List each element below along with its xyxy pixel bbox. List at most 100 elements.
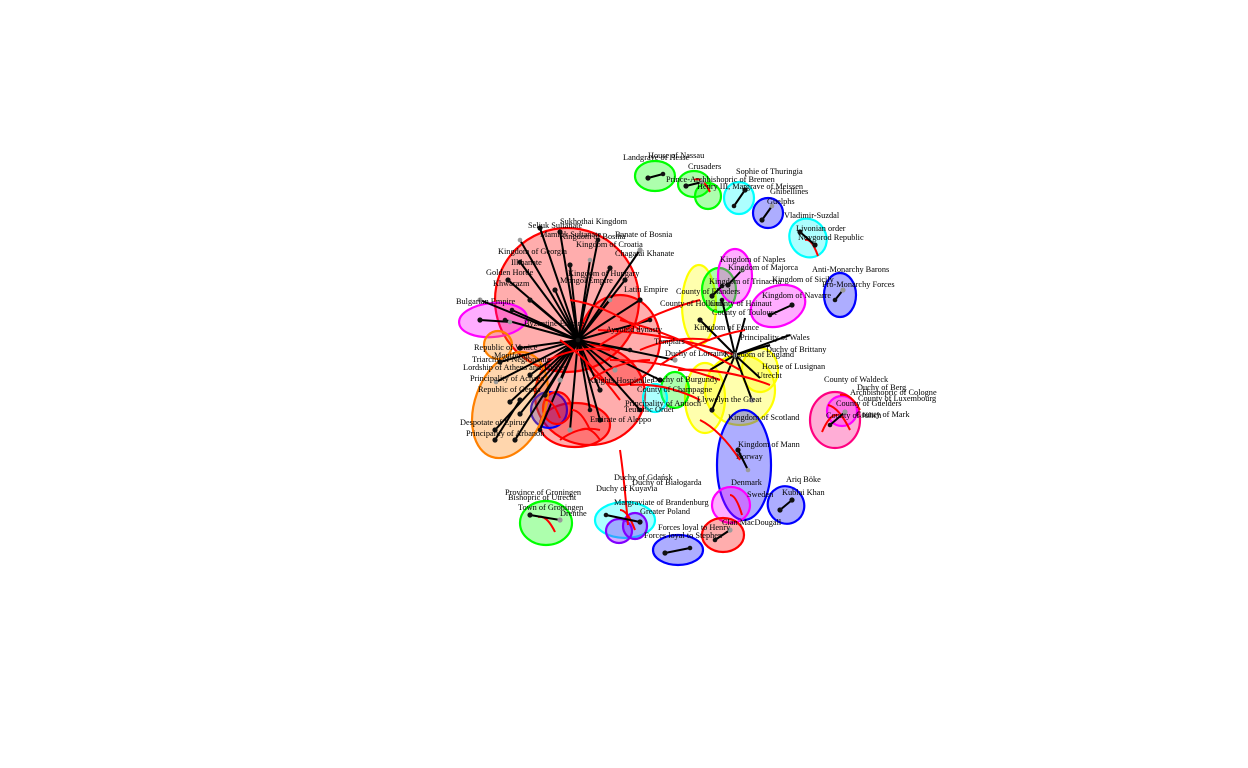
node-label: Kingdom of France — [694, 323, 759, 332]
node-label: Forces loyal to Henry — [658, 523, 731, 532]
graph-node — [517, 345, 523, 351]
node-label: County of Holland — [660, 299, 723, 308]
member-edge — [554, 289, 579, 341]
node-label: County of Champagne — [637, 385, 712, 394]
member-edge — [727, 269, 743, 286]
member-edge — [539, 227, 579, 341]
member-edge — [509, 339, 579, 403]
node-label: Duchy of Berg — [857, 383, 906, 392]
graph-node — [767, 312, 773, 318]
node-label: Kingdom of Scotland — [728, 413, 800, 422]
conflict-edge — [729, 494, 743, 516]
member-edge — [721, 299, 736, 356]
node-label: Sweden — [747, 490, 774, 499]
member-edge — [664, 547, 691, 554]
node-label: Greater Poland — [640, 507, 691, 516]
graph-node — [697, 317, 703, 323]
graph-node — [627, 347, 633, 353]
member-edge — [577, 249, 641, 341]
graph-node — [507, 319, 513, 325]
graph-node — [699, 179, 705, 185]
node-label: House of Nassau — [648, 151, 704, 160]
node-label: Vladimir-Suzdal — [784, 211, 840, 220]
member-edge — [734, 317, 746, 356]
node-label: Kingdom of Mann — [738, 440, 801, 449]
member-edge — [779, 499, 793, 511]
node-label: Duchy of Kuyavia — [596, 484, 658, 493]
graph-node — [477, 297, 483, 303]
node-label: Town of Groningen — [518, 503, 584, 512]
graph-node — [502, 317, 508, 323]
graph-node — [727, 527, 733, 533]
graph-node — [527, 512, 533, 518]
node-label: Kublai Khan — [782, 488, 825, 497]
node-label: Emirate of Aleppo — [590, 415, 651, 424]
conflict-edge — [839, 393, 861, 411]
member-edge — [529, 299, 579, 341]
graph-node — [597, 387, 603, 393]
graph-node — [672, 357, 678, 363]
graph-node — [517, 259, 523, 265]
node-label: County of Mark — [856, 410, 910, 419]
node-label: Bishopric of Utrecht — [508, 493, 577, 502]
node-label: Kingdom of Majorca — [728, 263, 798, 272]
member-edge — [799, 231, 816, 246]
node-label: Sukhothai Kingdom — [560, 217, 628, 226]
node-label: County of Guelders — [836, 399, 901, 408]
graph-node — [742, 187, 748, 193]
node-label: Llywelyn the Great — [697, 395, 762, 404]
node-label: Kingdom of Hungary — [568, 269, 640, 278]
node-label: Byzantine Empire — [524, 319, 584, 328]
node-label: Bulgarian Empire — [456, 297, 516, 306]
graph-node — [789, 497, 795, 503]
conflict-edge — [659, 329, 746, 366]
conflict-edge — [821, 413, 839, 433]
graph-node — [512, 437, 518, 443]
graph-node — [492, 437, 498, 443]
node-label: Ghibellines — [770, 187, 808, 196]
member-edge — [495, 339, 579, 383]
node-label: Duchy of Białogarda — [632, 478, 702, 487]
node-label: County of Waldeck — [824, 375, 889, 384]
member-edge — [605, 514, 641, 523]
graph-node — [537, 427, 543, 433]
conflict-edge — [827, 404, 851, 431]
node-label: County of Jülich — [826, 411, 882, 420]
member-edge — [577, 267, 611, 341]
graph-node — [719, 297, 725, 303]
graph-node — [607, 297, 613, 303]
graph-node — [557, 377, 563, 383]
node-label: Latin Empire — [624, 285, 668, 294]
node-label: Pro-Monarchy Forces — [822, 280, 895, 289]
node-label: Teutonic Order — [624, 405, 675, 414]
node-label: Triarchy of Negroponte — [472, 355, 551, 364]
member-edge — [577, 339, 591, 411]
conflict-edge — [544, 398, 561, 419]
node-label: Margraviate of Brandenburg — [614, 498, 709, 507]
graph-node — [840, 287, 846, 293]
graph-node — [745, 467, 751, 473]
graph-node — [719, 283, 725, 289]
graph-node — [739, 267, 745, 273]
member-edge — [569, 339, 579, 431]
node-label: House of Lusignan — [762, 362, 826, 371]
node-label: County of Toulouse — [712, 308, 778, 317]
member-edge — [761, 205, 773, 221]
graph-nodes — [477, 171, 848, 556]
member-edge — [737, 449, 749, 471]
member-edge — [714, 529, 731, 541]
graph-node — [622, 277, 628, 283]
graph-node — [507, 399, 513, 405]
graph-node — [735, 447, 741, 453]
graph-node — [637, 247, 643, 253]
node-label: Templars — [654, 337, 685, 346]
graph-node — [517, 397, 523, 403]
node-label: Denmark — [731, 478, 763, 487]
graph-node — [567, 262, 573, 268]
community-hull — [693, 181, 723, 211]
node-label: Kingdom of Georgia — [498, 247, 567, 256]
graph-node — [637, 519, 643, 525]
graph-node — [575, 337, 581, 343]
node-label: Principality of Wales — [740, 333, 810, 342]
